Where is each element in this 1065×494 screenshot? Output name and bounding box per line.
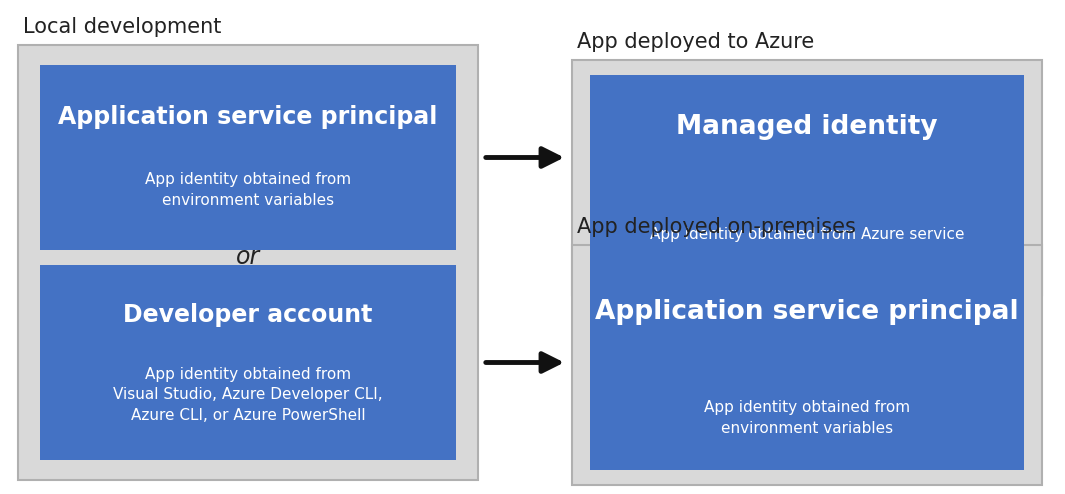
Text: App identity obtained from
environment variables: App identity obtained from environment v… (145, 172, 351, 208)
Text: Application service principal: Application service principal (59, 105, 438, 129)
Text: App deployed to Azure: App deployed to Azure (577, 32, 815, 52)
Text: App identity obtained from
Visual Studio, Azure Developer CLI,
Azure CLI, or Azu: App identity obtained from Visual Studio… (113, 367, 382, 423)
Text: Local development: Local development (23, 17, 222, 37)
Text: Application service principal: Application service principal (595, 299, 1019, 325)
Text: App deployed on-premises: App deployed on-premises (577, 217, 856, 237)
FancyBboxPatch shape (40, 65, 456, 250)
FancyBboxPatch shape (572, 60, 1042, 295)
Text: Managed identity: Managed identity (676, 114, 938, 140)
FancyBboxPatch shape (18, 45, 478, 480)
FancyBboxPatch shape (40, 265, 456, 460)
FancyBboxPatch shape (590, 260, 1025, 470)
Text: App identity obtained from
environment variables: App identity obtained from environment v… (704, 400, 911, 436)
FancyBboxPatch shape (590, 75, 1025, 280)
FancyBboxPatch shape (572, 245, 1042, 485)
Text: or: or (235, 246, 260, 270)
Text: App identity obtained from Azure service: App identity obtained from Azure service (650, 228, 964, 243)
Text: Developer account: Developer account (124, 303, 373, 327)
